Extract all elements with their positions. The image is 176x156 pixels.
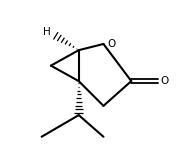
Text: O: O bbox=[107, 39, 116, 49]
Text: O: O bbox=[160, 76, 168, 86]
Text: H: H bbox=[43, 27, 51, 37]
